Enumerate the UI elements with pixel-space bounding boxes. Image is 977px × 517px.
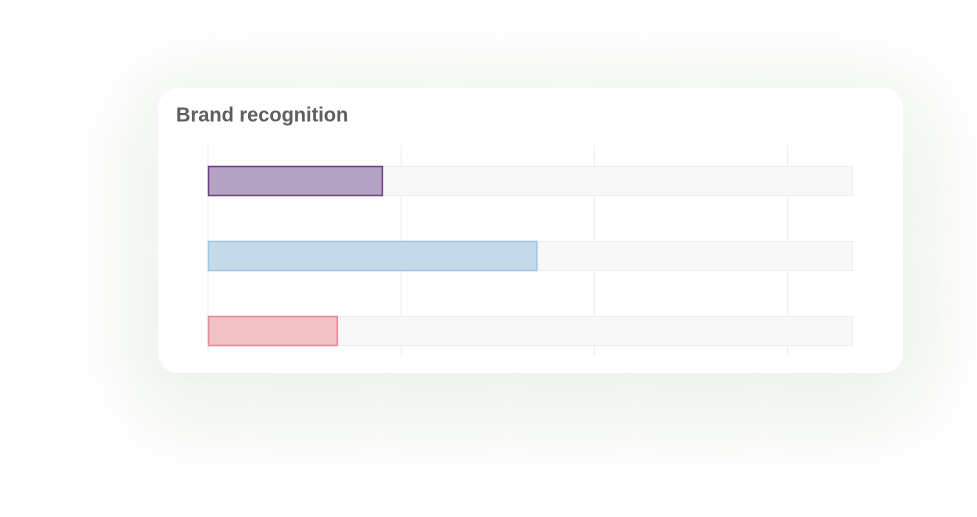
bar	[207, 240, 538, 272]
chart-title: Brand recognition	[176, 104, 348, 126]
bar	[207, 315, 339, 347]
bar	[207, 165, 384, 197]
